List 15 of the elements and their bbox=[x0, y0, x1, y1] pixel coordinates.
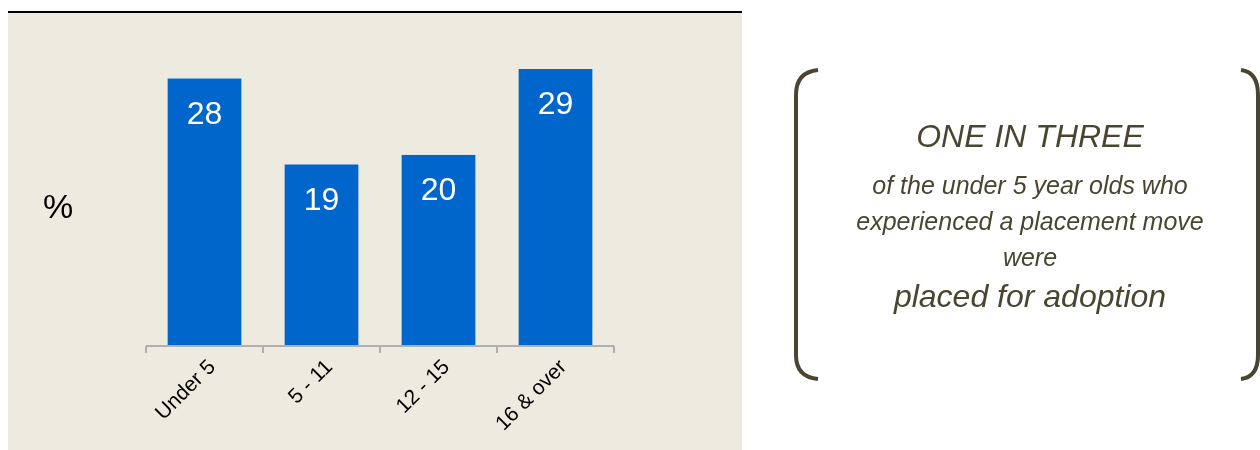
y-axis-title: % bbox=[42, 187, 74, 225]
data-label: 20 bbox=[420, 170, 457, 207]
text: ONE IN THREE bbox=[915, 117, 1145, 156]
bar bbox=[167, 78, 242, 346]
data-label: 28 bbox=[186, 94, 223, 131]
x-tick-label: 5 - 11 bbox=[283, 354, 337, 408]
data-label: 29 bbox=[537, 85, 574, 121]
text: placed for adoption bbox=[892, 277, 1168, 316]
x-tick-label: 16 & over bbox=[490, 354, 571, 435]
bar bbox=[518, 69, 593, 346]
text: of the under 5 year olds who experienced a placement move were bbox=[855, 170, 1205, 273]
data-label: 19 bbox=[303, 180, 340, 217]
bar bbox=[401, 154, 476, 346]
x-tick-label: 12 - 15 bbox=[390, 354, 454, 417]
bar bbox=[284, 164, 359, 346]
